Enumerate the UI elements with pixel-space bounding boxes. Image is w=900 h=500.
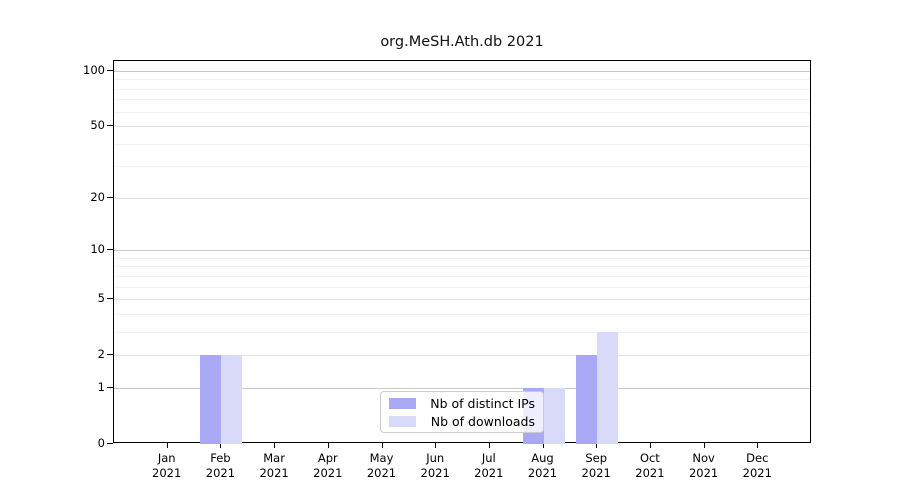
legend-swatch-distinct-ips	[389, 397, 416, 409]
x-tick-label: Nov 2021	[688, 451, 719, 480]
gridline-minor	[114, 275, 810, 277]
legend-swatch-downloads	[389, 415, 416, 427]
x-tick-label: Oct 2021	[635, 451, 665, 480]
x-tick-mark	[488, 443, 490, 448]
x-tick-label: Dec 2021	[742, 451, 772, 480]
gridline-major	[114, 197, 810, 199]
x-tick-mark	[166, 443, 168, 448]
bar-downloads	[221, 355, 243, 444]
y-tick-mark	[107, 249, 113, 251]
gridline-minor	[114, 88, 810, 90]
y-tick-label: 0	[97, 436, 105, 450]
gridline-minor	[114, 99, 810, 101]
y-tick-mark	[107, 125, 113, 126]
legend: Nb of distinct IPs Nb of downloads	[380, 391, 544, 433]
x-tick-label: Jan 2021	[152, 451, 182, 480]
bar-downloads	[597, 331, 619, 444]
gridline-major	[114, 387, 810, 389]
y-tick-label: 5	[97, 291, 105, 306]
legend-item-distinct-ips: Nb of distinct IPs	[389, 396, 535, 411]
y-tick-mark	[107, 443, 113, 444]
y-tick-label: 50	[90, 118, 105, 132]
x-tick-label: Jul 2021	[474, 451, 504, 480]
x-tick-mark	[757, 443, 759, 448]
y-tick-label: 100	[83, 62, 105, 77]
y-tick-label: 10	[90, 242, 105, 257]
bar-downloads	[543, 387, 565, 444]
legend-label-distinct-ips: Nb of distinct IPs	[430, 395, 535, 411]
x-tick-mark	[274, 443, 276, 448]
x-tick-label: May 2021	[366, 451, 397, 480]
x-tick-label: Aug 2021	[527, 451, 558, 480]
gridline-minor	[114, 257, 810, 259]
x-tick-label: Jun 2021	[420, 451, 450, 480]
legend-item-downloads: Nb of downloads	[389, 414, 535, 429]
x-tick-mark	[542, 443, 544, 448]
x-tick-label: Apr 2021	[313, 451, 343, 480]
y-tick-mark	[107, 196, 113, 198]
x-tick-mark	[649, 443, 651, 448]
gridline-minor	[114, 313, 810, 315]
gridline-minor	[114, 143, 810, 145]
x-tick-mark	[435, 443, 437, 448]
x-tick-mark	[596, 443, 598, 448]
legend-label-downloads: Nb of downloads	[430, 413, 535, 429]
gridline-minor	[114, 331, 810, 333]
gridline-minor	[114, 111, 810, 113]
gridline-major	[114, 70, 810, 72]
x-tick-mark	[220, 443, 222, 448]
y-tick-mark	[107, 354, 113, 356]
gridline-minor	[114, 266, 810, 268]
y-tick-mark	[107, 69, 113, 71]
x-tick-label: Feb 2021	[205, 451, 236, 480]
x-tick-label: Sep 2021	[581, 451, 611, 480]
gridline-major	[114, 250, 810, 252]
y-tick-mark	[107, 298, 113, 300]
gridline-minor	[114, 286, 810, 288]
y-tick-label: 20	[90, 189, 105, 204]
y-tick-label: 2	[97, 347, 105, 362]
x-tick-mark	[381, 443, 383, 448]
gridline-major	[114, 126, 810, 127]
bar-distinct-ips	[576, 355, 598, 444]
bar-distinct-ips	[200, 355, 222, 444]
x-tick-mark	[327, 443, 329, 448]
x-tick-label: Mar 2021	[259, 451, 289, 480]
plot-area: Nb of distinct IPs Nb of downloads	[113, 60, 811, 444]
gridline-major	[114, 355, 810, 357]
y-tick-mark	[107, 386, 113, 388]
gridline-minor	[114, 166, 810, 168]
gridline-major	[114, 299, 810, 301]
chart-title: org.MeSH.Ath.db 2021	[380, 34, 544, 50]
y-tick-label: 1	[97, 379, 105, 394]
x-tick-mark	[703, 443, 705, 448]
gridline-minor	[114, 79, 810, 81]
